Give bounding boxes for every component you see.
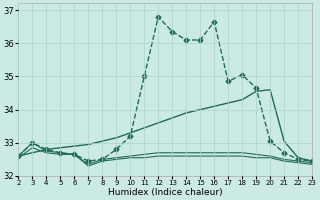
X-axis label: Humidex (Indice chaleur): Humidex (Indice chaleur) <box>108 188 222 197</box>
